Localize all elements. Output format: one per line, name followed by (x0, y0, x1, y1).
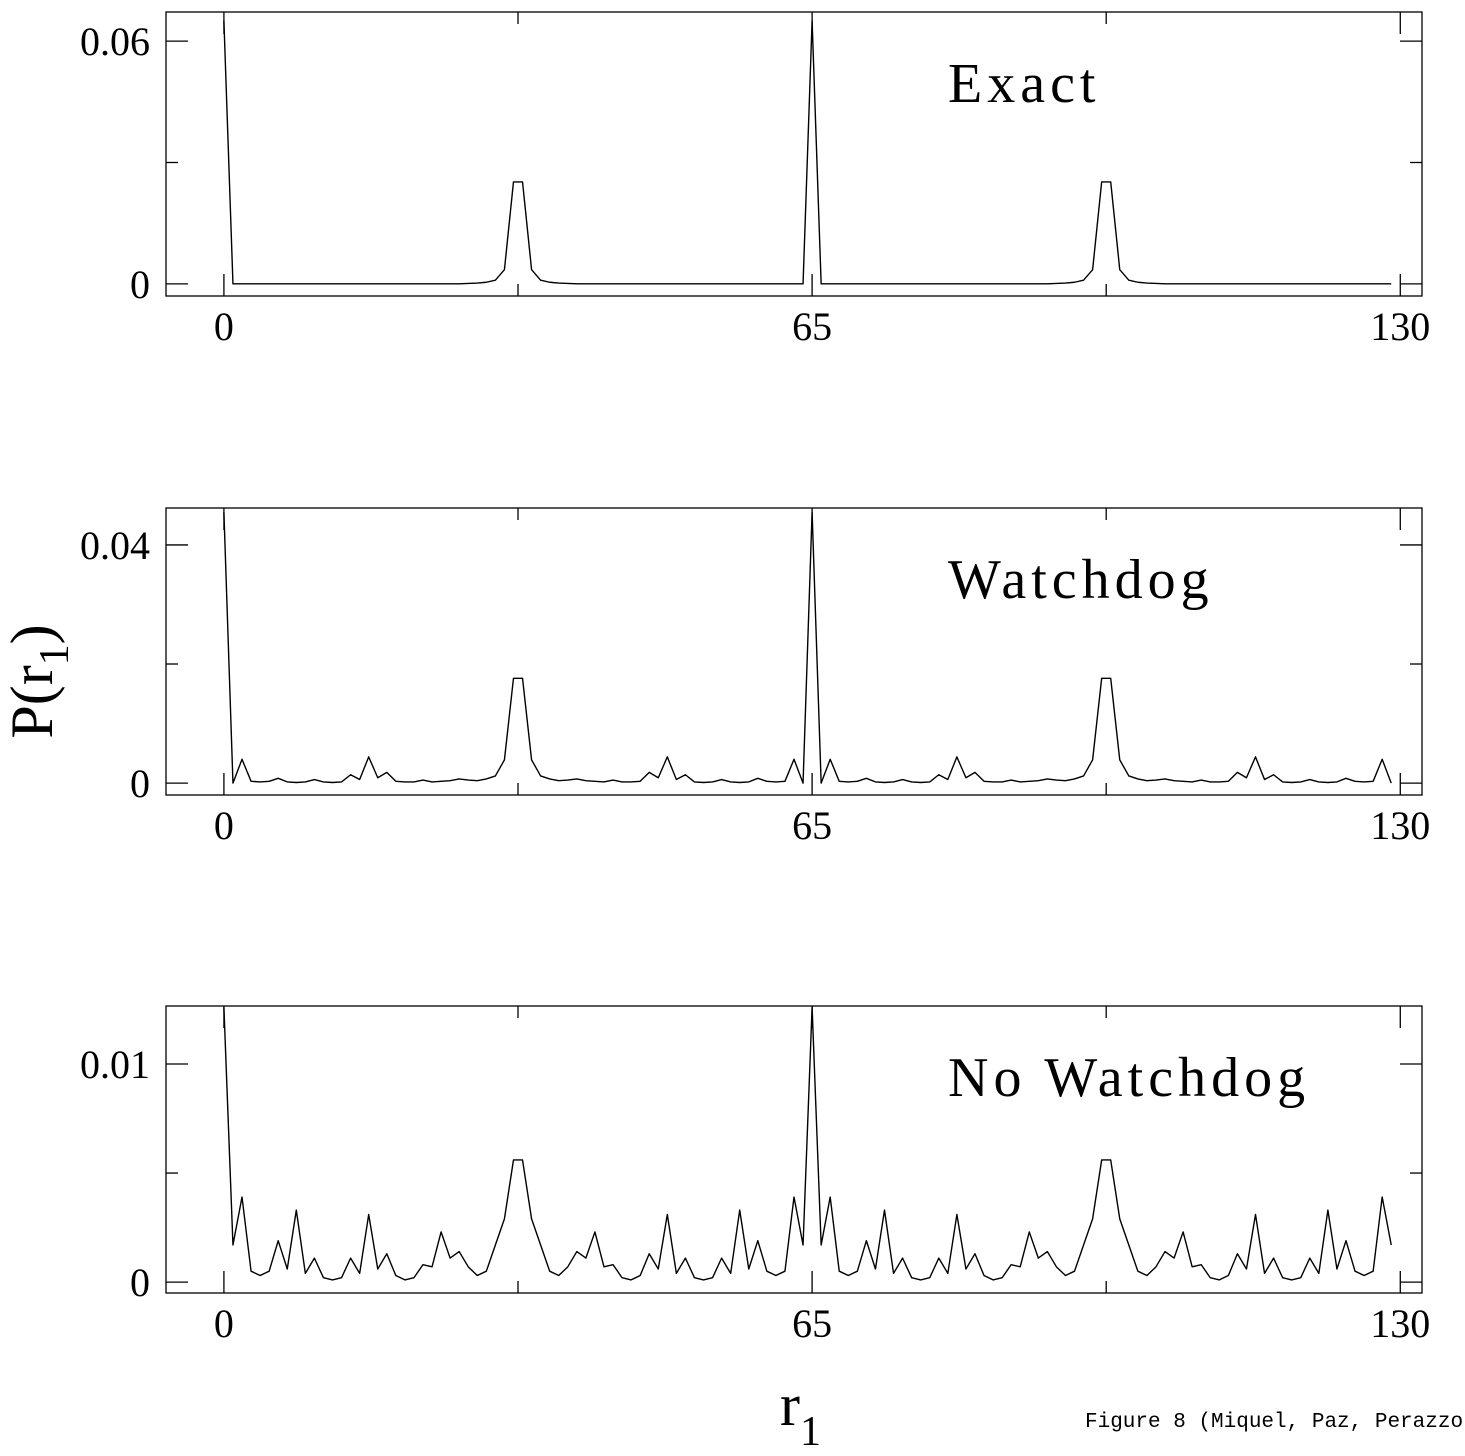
y-tick-label: 0.06 (80, 19, 150, 64)
y-axis-label: P(r1) (0, 624, 78, 738)
x-tick-label: 0 (214, 803, 234, 848)
y-tick-label: 0 (130, 1260, 150, 1305)
y-tick-label: 0 (130, 262, 150, 307)
x-axis-label: r1 (780, 1372, 821, 1455)
x-tick-label: 130 (1370, 803, 1430, 848)
y-tick-label: 0.04 (80, 523, 150, 568)
x-tick-label: 130 (1370, 304, 1430, 349)
y-axis-label-close: ) (0, 624, 65, 644)
panel-label: Watchdog (948, 549, 1214, 611)
plot-frame (165, 507, 1423, 796)
panel-label: Exact (948, 53, 1100, 115)
plot-frame (165, 1005, 1423, 1294)
y-axis-label-main: P(r (0, 665, 65, 738)
data-line (223, 511, 1392, 784)
panel-label: No Watchdog (948, 1047, 1310, 1109)
x-tick-label: 65 (792, 1301, 832, 1346)
x-tick-label: 0 (214, 304, 234, 349)
y-tick-label: 0.01 (80, 1042, 150, 1087)
x-tick-label: 130 (1370, 1301, 1430, 1346)
x-tick-label: 65 (792, 803, 832, 848)
data-line (223, 1006, 1392, 1281)
x-tick-label: 0 (214, 1301, 234, 1346)
y-axis-label-sub: 1 (32, 644, 78, 665)
x-axis-label-sub: 1 (800, 1409, 821, 1455)
data-line (223, 20, 1392, 285)
x-axis-label-main: r (780, 1372, 800, 1438)
plot-frame (165, 11, 1423, 297)
y-tick-label: 0 (130, 761, 150, 806)
caption: Figure 8 (Miquel, Paz, Perazzo (1085, 1411, 1463, 1434)
x-tick-label: 65 (792, 304, 832, 349)
